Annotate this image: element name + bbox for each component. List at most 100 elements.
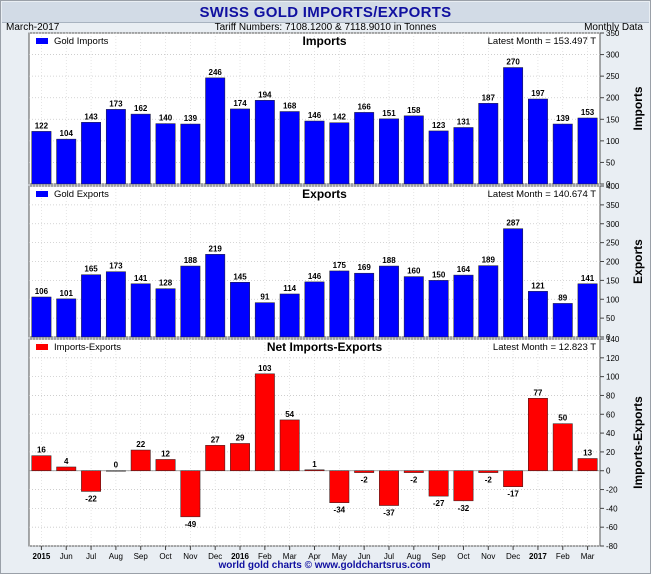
bar (354, 272, 375, 338)
data-label: 188 (382, 256, 396, 265)
x-tick-label: Aug (109, 552, 123, 561)
data-label: 143 (84, 112, 98, 121)
data-label: 22 (136, 440, 145, 449)
bar (279, 419, 300, 471)
data-label: 197 (531, 89, 545, 98)
data-label: 153 (581, 108, 595, 117)
x-tick-label: Aug (407, 552, 421, 561)
bar (478, 103, 499, 185)
data-label: 1 (312, 460, 317, 469)
data-label: 141 (581, 274, 595, 283)
x-tick-label: Dec (208, 552, 222, 561)
bar (354, 112, 375, 185)
bar (105, 271, 126, 338)
y-tick-label: 100 (606, 295, 620, 304)
data-label: 142 (333, 113, 347, 122)
bar (105, 470, 126, 472)
data-label: 145 (233, 272, 247, 281)
y-tick-label: 350 (606, 201, 620, 210)
bar (577, 283, 598, 338)
bar (503, 470, 524, 487)
data-label: 50 (558, 414, 567, 423)
x-tick-label: May (332, 552, 347, 561)
bar (130, 113, 151, 185)
bar (31, 296, 52, 338)
data-label: 123 (432, 121, 446, 130)
y-tick-label: -40 (606, 504, 618, 513)
bar (478, 470, 499, 473)
x-tick-label: Feb (556, 552, 570, 561)
y-tick-label: 50 (606, 158, 615, 167)
data-label: 139 (184, 114, 198, 123)
data-label: 168 (283, 102, 297, 111)
y-tick-label: 140 (606, 335, 620, 344)
bar (81, 274, 101, 338)
plot-area-3 (28, 338, 601, 547)
bar (379, 118, 399, 185)
data-label: 101 (60, 289, 74, 298)
y-tick-label: 150 (606, 276, 620, 285)
bar (230, 108, 250, 185)
bar (230, 443, 250, 471)
x-tick-label: Sep (134, 552, 149, 561)
bar (254, 100, 275, 185)
y-tick-label: -80 (606, 542, 618, 551)
data-label: 4 (64, 457, 69, 466)
bar (453, 470, 474, 502)
y-tick-label: 100 (606, 137, 620, 146)
bar (279, 111, 300, 185)
legend-swatch (36, 344, 48, 350)
bar (528, 291, 548, 338)
data-label: -2 (410, 476, 418, 485)
y-tick-label: 100 (606, 373, 620, 382)
data-label: 121 (531, 281, 545, 290)
bar (453, 274, 474, 338)
bar (155, 288, 176, 338)
data-label: 103 (258, 364, 272, 373)
bar (577, 458, 598, 471)
data-label: -2 (485, 476, 493, 485)
x-tick-label: Feb (258, 552, 272, 561)
y-axis-label: Exports (631, 239, 645, 284)
data-label: 187 (482, 93, 496, 102)
bar (254, 373, 275, 471)
bar (279, 293, 300, 338)
data-label: 146 (308, 111, 322, 120)
bar (180, 123, 201, 185)
y-tick-label: 200 (606, 94, 620, 103)
y-tick-label: 250 (606, 72, 620, 81)
data-label: 77 (533, 388, 542, 397)
bar (155, 459, 176, 471)
data-label: 146 (308, 272, 322, 281)
latest-month-label: Latest Month = 140.674 T (488, 189, 597, 200)
y-tick-label: 150 (606, 115, 620, 124)
latest-month-label: Latest Month = 153.497 T (488, 36, 597, 47)
data-label: 194 (258, 90, 272, 99)
x-tick-label: Jun (358, 552, 371, 561)
x-tick-label: Jul (86, 552, 96, 561)
y-tick-label: 0 (606, 333, 611, 342)
bar (403, 276, 424, 338)
data-label: 151 (382, 109, 396, 118)
x-tick-label: Oct (457, 552, 470, 561)
bar (379, 470, 399, 506)
data-label: 106 (35, 287, 49, 296)
y-axis-label: Imports-Exports (631, 396, 645, 489)
x-tick-label: Apr (308, 552, 321, 561)
data-label: 162 (134, 104, 148, 113)
bar (428, 470, 449, 497)
data-label: 173 (109, 99, 123, 108)
bar (552, 123, 573, 185)
data-label: -22 (85, 494, 97, 503)
bar (528, 398, 548, 471)
data-label: -32 (458, 504, 470, 513)
legend-swatch (36, 191, 48, 197)
data-label: 165 (84, 265, 98, 274)
data-label: 169 (357, 263, 371, 272)
data-label: -37 (383, 509, 395, 518)
bar (304, 469, 325, 471)
bar (577, 117, 598, 185)
footer-credit: world gold charts © www.goldchartsrus.co… (217, 560, 430, 571)
data-label: -34 (334, 506, 346, 515)
